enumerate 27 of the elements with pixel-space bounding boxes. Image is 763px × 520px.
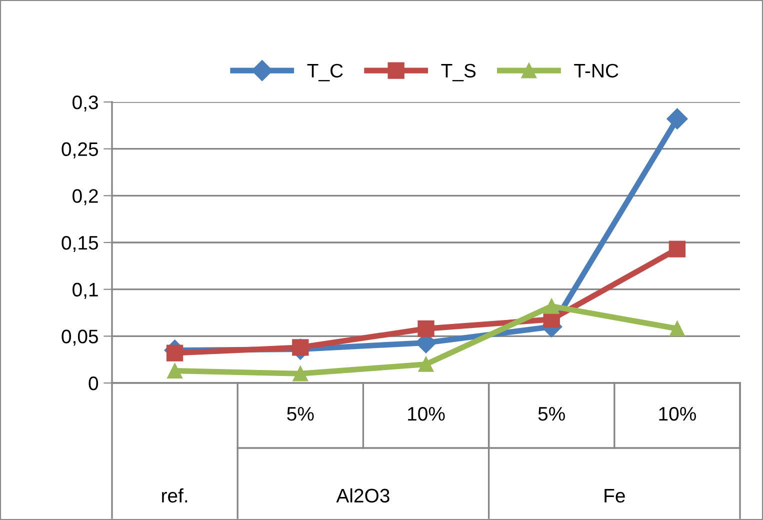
point [666,108,688,130]
y-tick-label: 0 [88,376,98,390]
y-tick-label: 0,05 [62,330,98,346]
x-tick-label: 5% [287,407,314,421]
x-tick-label: 10% [659,406,696,421]
point [418,320,434,338]
point [166,344,184,362]
y-tick-label: 0,3 [72,95,98,112]
point [167,363,182,378]
point [292,339,309,356]
point [292,366,308,382]
text: Fe [604,489,625,503]
y-tick-label: 0,25 [62,142,98,158]
text: ref. [162,488,188,503]
y-tick-label: 0,2 [72,189,98,206]
point [668,240,686,258]
legend-label: T_S [441,64,476,82]
legend-label: T_C [307,64,343,82]
legend-label: T-NC [574,64,618,78]
x-tick-label: 10% [408,406,445,421]
x-tick-label: 5% [538,407,565,421]
point [670,321,685,336]
point [418,356,434,372]
point [544,298,560,314]
y-tick-label: 0,15 [62,236,98,252]
y-tick-label: 0,1 [72,282,98,299]
text: Al2O3 [336,488,390,503]
